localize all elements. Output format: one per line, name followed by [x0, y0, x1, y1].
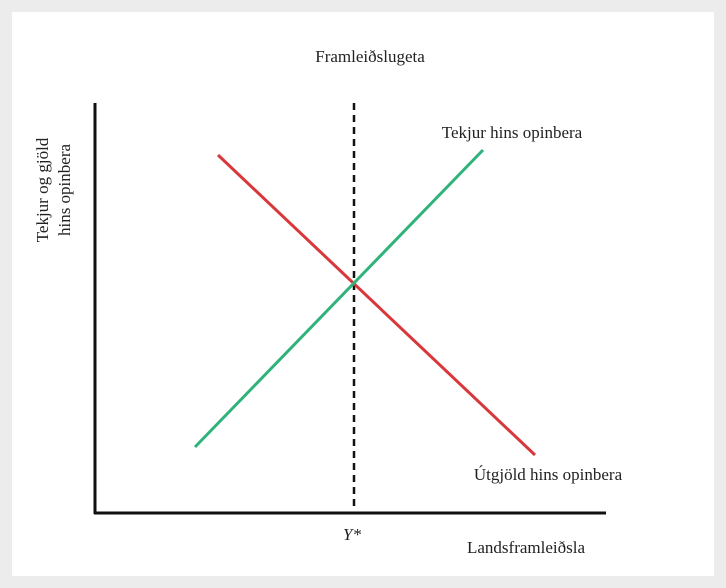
revenue-curve — [193, 148, 485, 449]
expenditure-curve — [216, 153, 537, 457]
x-marker-label: Y* — [343, 525, 361, 544]
y-axis-label: Tekjur og gjöld hins opinbera — [33, 137, 74, 242]
revenue-label: Tekjur hins opinbera — [442, 123, 583, 142]
y-axis-label-line: Tekjur og gjöld — [33, 137, 52, 242]
title: Framleiðslugeta — [315, 47, 425, 66]
y-axis-label-line: hins opinbera — [55, 144, 74, 237]
expenditure-label: Útgjöld hins opinbera — [474, 465, 623, 484]
x-axis-label: Landsframleiðsla — [467, 538, 585, 557]
